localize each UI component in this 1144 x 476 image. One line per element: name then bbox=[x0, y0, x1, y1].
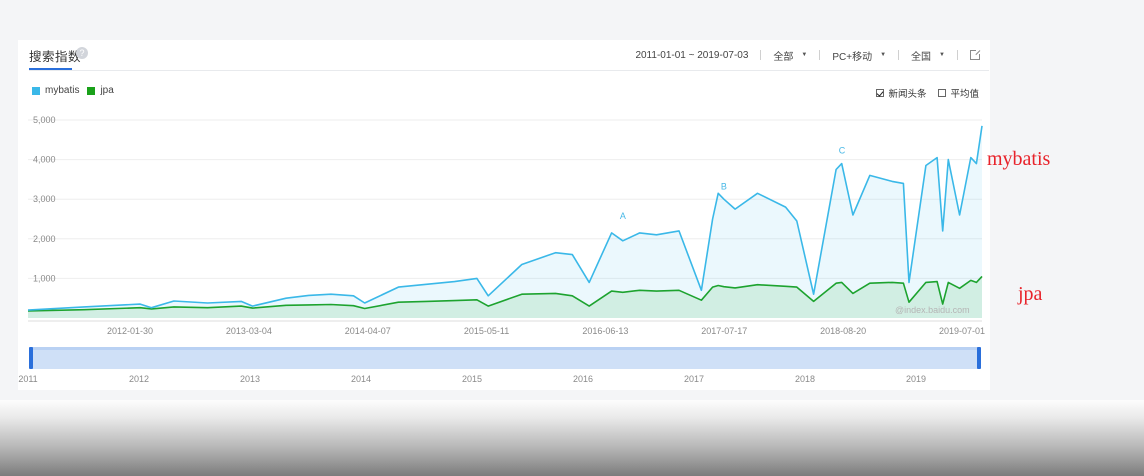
option-label: 平均值 bbox=[950, 89, 979, 100]
device-label: PC+移动 bbox=[832, 51, 873, 63]
y-tick-label: 2,000 bbox=[33, 234, 56, 244]
search-index-chart: 5,000 4,000 3,000 2,000 1,000 A B C 2012-01-30… bbox=[18, 115, 985, 384]
x-tick-label: 2013-03-04 bbox=[226, 326, 272, 336]
slider-year-label: 2012 bbox=[129, 374, 149, 384]
y-axis: 5,000 4,000 3,000 2,000 1,000 bbox=[33, 115, 56, 283]
header-divider bbox=[29, 70, 989, 71]
legend-label: jpa bbox=[100, 85, 114, 96]
mybatis-side-label: mybatis bbox=[987, 148, 1051, 170]
date-range-text: 2011-01-01 ~ 2019-07-03 bbox=[635, 49, 749, 61]
slider-year-label: 2019 bbox=[906, 374, 926, 384]
region-label: 全国 bbox=[911, 51, 932, 63]
option-label: 新闻头条 bbox=[888, 89, 927, 100]
divider bbox=[898, 50, 900, 60]
device-dropdown[interactable]: PC+移动 ▼ bbox=[832, 48, 886, 63]
legend-label: mybatis bbox=[45, 85, 80, 96]
annotations: A B C bbox=[620, 146, 846, 221]
divider bbox=[760, 50, 762, 60]
series-layer bbox=[27, 125, 983, 319]
filter-controls: 2011-01-01 ~ 2019-07-03 全部 ▼ PC+移动 ▼ 全国 … bbox=[635, 48, 981, 63]
slider-year-label: 2015 bbox=[462, 374, 482, 384]
slider-year-label: 2011 bbox=[18, 374, 37, 384]
date-range-picker[interactable]: 2011-01-01 ~ 2019-07-03 bbox=[635, 50, 748, 61]
legend-swatch bbox=[32, 86, 40, 95]
news-headline-toggle[interactable]: 新闻头条 bbox=[876, 86, 926, 100]
checkbox-icon bbox=[938, 89, 947, 97]
slider-year-label: 2014 bbox=[351, 374, 371, 384]
watermark: @index.baidu.com bbox=[895, 305, 970, 315]
x-tick-label: 2015-05-11 bbox=[464, 326, 509, 336]
chart-legend: mybatis jpa bbox=[32, 85, 122, 96]
x-tick-label: 2014-04-07 bbox=[345, 326, 391, 336]
help-icon[interactable]: ? bbox=[76, 47, 88, 59]
caret-down-icon: ▼ bbox=[939, 52, 945, 58]
annotation-c: C bbox=[839, 146, 846, 156]
jpa-line bbox=[27, 275, 983, 312]
mybatis-line bbox=[27, 125, 983, 311]
x-tick-label: 2012-01-30 bbox=[107, 326, 153, 336]
y-tick-label: 3,000 bbox=[33, 194, 56, 204]
caret-down-icon: ▼ bbox=[880, 52, 887, 58]
annotation-b: B bbox=[721, 181, 727, 191]
checkbox-checked-icon bbox=[876, 89, 885, 97]
divider bbox=[819, 50, 821, 60]
region-dropdown[interactable]: 全国 ▼ bbox=[911, 48, 945, 63]
x-tick-label: 2019-07-01 bbox=[939, 326, 985, 336]
y-tick-label: 5,000 bbox=[33, 115, 56, 125]
legend-swatch bbox=[87, 86, 96, 95]
y-tick-label: 4,000 bbox=[33, 155, 56, 165]
x-tick-label: 2016-06-13 bbox=[582, 326, 628, 336]
caret-down-icon: ▼ bbox=[801, 52, 808, 58]
divider bbox=[957, 50, 958, 60]
mybatis-area bbox=[28, 125, 982, 319]
average-toggle[interactable]: 平均值 bbox=[938, 86, 979, 100]
jpa-side-label: jpa bbox=[1018, 283, 1043, 305]
card-title: 搜索指数 bbox=[29, 50, 82, 64]
title-underline bbox=[29, 68, 72, 70]
slider-track bbox=[30, 347, 980, 369]
x-tick-label: 2017-07-17 bbox=[701, 326, 747, 336]
slider-year-label: 2016 bbox=[573, 374, 593, 384]
slider-right-handle bbox=[977, 347, 981, 369]
scope-dropdown[interactable]: 全部 ▼ bbox=[773, 48, 807, 63]
slider-left-handle bbox=[29, 347, 33, 369]
x-tick-label: 2018-08-20 bbox=[820, 326, 866, 336]
y-tick-label: 1,000 bbox=[33, 273, 56, 283]
slider-year-label: 2017 bbox=[684, 374, 704, 384]
legend-item-mybatis[interactable]: mybatis bbox=[32, 85, 79, 96]
share-icon[interactable] bbox=[970, 49, 981, 60]
legend-item-jpa[interactable]: jpa bbox=[87, 85, 114, 96]
slider-top-edge bbox=[30, 347, 980, 350]
x-axis: 2012-01-30 2013-03-04 2014-04-07 2015-05-11… bbox=[28, 320, 985, 336]
chart-options: 新闻头条 平均值 bbox=[864, 86, 979, 100]
slider-year-label: 2013 bbox=[240, 374, 260, 384]
scope-label: 全部 bbox=[773, 51, 794, 63]
slider-year-label: 2018 bbox=[795, 374, 815, 384]
time-range-slider: 2011 2012 2013 2014 2015 2016 2017 2018 2019 bbox=[18, 347, 981, 384]
annotation-a: A bbox=[620, 211, 626, 221]
